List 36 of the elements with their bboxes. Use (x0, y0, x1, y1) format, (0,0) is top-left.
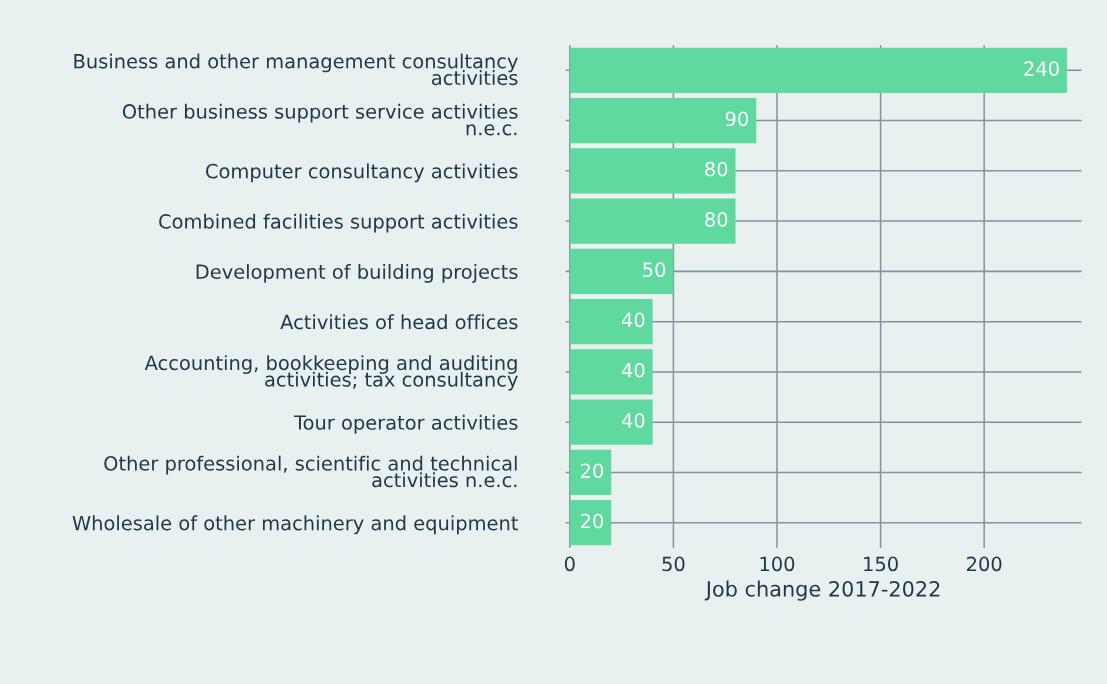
data-label: 50 (643, 262, 666, 278)
x-tick-label: 100 (760, 556, 795, 572)
x-tick-label: 150 (864, 556, 898, 572)
data-label: 20 (580, 513, 604, 529)
data-label: 80 (705, 212, 728, 227)
data-label: 40 (621, 362, 645, 378)
x-axis-title: Job change 2017-2022 (704, 580, 940, 601)
bar (569, 299, 653, 345)
y-tick-label: Business and other management consultancy activities (74, 53, 518, 86)
y-tick-label: Other professional, scientific and technical activities n.e.c. (104, 455, 517, 488)
bar (569, 349, 653, 395)
bar (569, 449, 612, 496)
y-tick-label: Computer consultancy activities (206, 163, 518, 183)
y-tick-label: Other business support service activities n.e.c. (122, 103, 518, 136)
x-tick-label: 0 (564, 556, 575, 572)
y-tick-label: Wholesale of other machinery and equipment (72, 515, 518, 535)
y-tick-label: Accounting, bookkeeping and auditing activities; tax consultancy (144, 355, 518, 391)
y-tick-label: Activities of head offices (280, 314, 518, 330)
data-label: 240 (1024, 61, 1059, 76)
bar (569, 97, 757, 144)
x-tick-label: 200 (967, 556, 1002, 572)
bar (569, 47, 1068, 93)
y-tick-label: Combined facilities support activities (159, 213, 518, 233)
bar (569, 148, 736, 194)
bar (569, 248, 674, 294)
y-tick-label: Development of building projects (196, 263, 518, 283)
data-label: 80 (705, 161, 728, 177)
bar (569, 399, 653, 445)
data-label: 20 (580, 463, 604, 479)
data-label: 40 (621, 413, 645, 428)
bar (569, 198, 736, 244)
y-tick-label: Tour operator activities (293, 414, 518, 434)
bar (569, 500, 612, 546)
x-tick-label: 50 (662, 556, 685, 572)
data-label: 90 (725, 111, 749, 127)
data-label: 40 (621, 312, 645, 328)
